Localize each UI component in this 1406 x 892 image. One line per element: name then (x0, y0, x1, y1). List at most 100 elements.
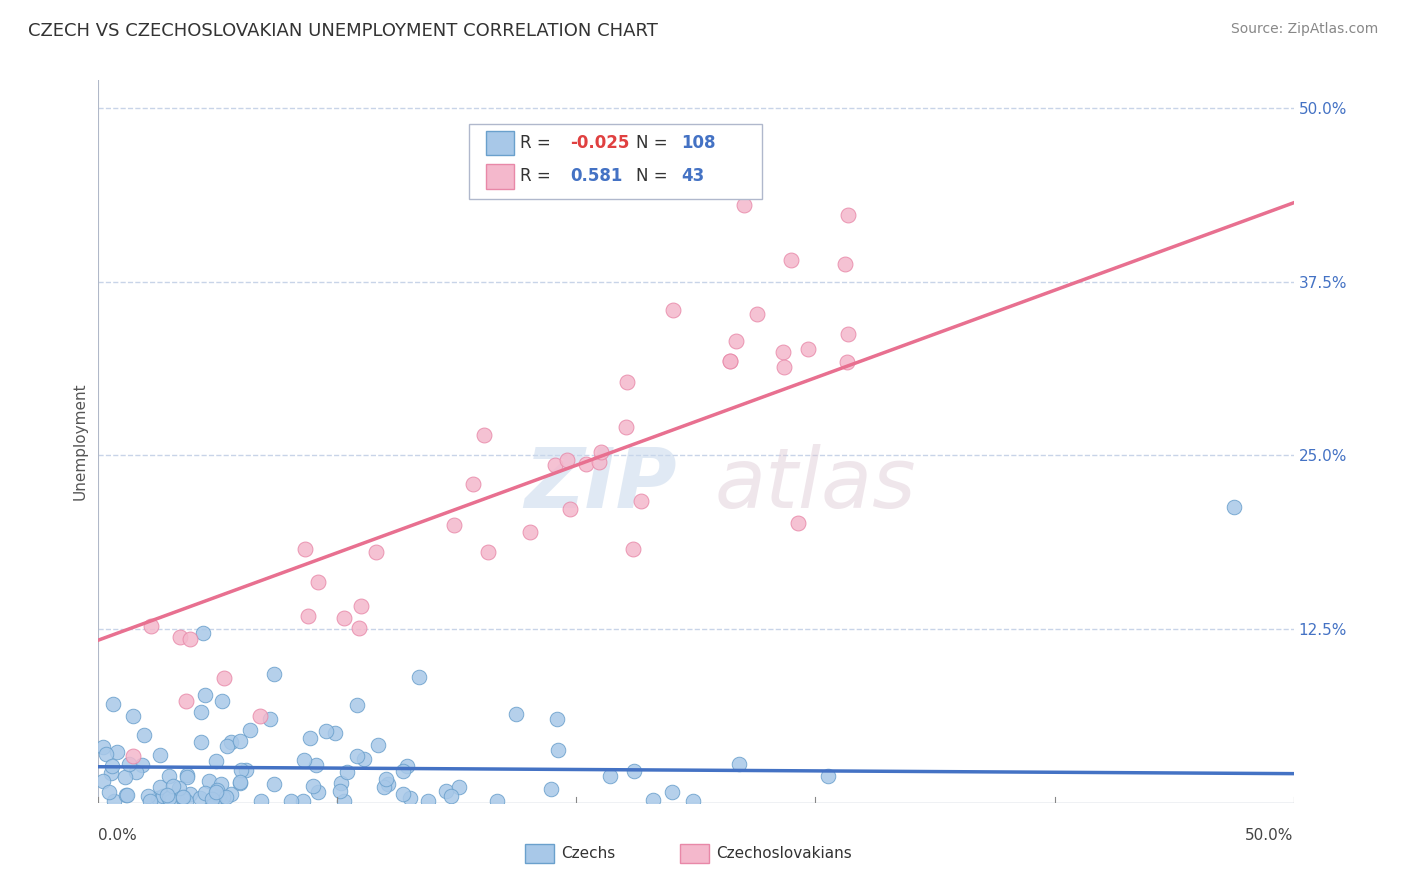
Point (235, 764, 257, 778)
Point (138, 794, 160, 808)
Point (91, 774, 114, 789)
Point (298, 731, 321, 745)
Point (250, 794, 273, 808)
Point (152, 789, 174, 804)
Text: 43: 43 (682, 168, 704, 186)
Point (174, 693, 197, 707)
Point (91, 740, 114, 755)
Point (555, 453, 578, 467)
Point (463, 477, 485, 491)
Point (728, 757, 751, 772)
Point (176, 768, 198, 782)
Point (817, 769, 839, 783)
Text: Czechoslovakians: Czechoslovakians (716, 846, 852, 861)
Point (505, 706, 527, 721)
Text: N =: N = (637, 134, 673, 153)
Point (1223, 500, 1246, 514)
Text: 0.0%: 0.0% (98, 828, 138, 843)
Point (333, 611, 356, 625)
Point (661, 785, 683, 799)
Point (118, 757, 141, 772)
Point (315, 724, 337, 739)
Point (202, 793, 225, 807)
Text: N =: N = (637, 168, 673, 186)
Point (157, 791, 180, 805)
Point (837, 208, 859, 222)
Point (159, 794, 181, 808)
Point (193, 625, 215, 640)
Point (350, 599, 373, 614)
Point (367, 739, 389, 753)
Point (229, 763, 252, 777)
Point (190, 734, 212, 748)
Point (207, 782, 229, 797)
Point (148, 791, 170, 805)
FancyBboxPatch shape (485, 164, 515, 189)
Point (682, 794, 704, 808)
Point (292, 753, 315, 767)
Text: R =: R = (520, 134, 557, 153)
Point (169, 630, 191, 644)
Text: ZIP: ZIP (524, 444, 676, 525)
Point (391, 787, 413, 801)
Point (718, 354, 741, 368)
Point (138, 789, 160, 804)
Point (543, 458, 565, 473)
Point (176, 770, 198, 784)
Point (297, 609, 319, 624)
Text: 0.581: 0.581 (571, 168, 623, 186)
Point (101, 697, 124, 711)
Point (546, 713, 568, 727)
Point (139, 618, 162, 632)
Point (100, 766, 122, 780)
Point (408, 670, 430, 684)
Point (323, 726, 346, 740)
Point (443, 517, 465, 532)
Point (305, 758, 328, 772)
Point (472, 428, 495, 442)
Point (114, 788, 136, 802)
Point (239, 723, 262, 737)
Point (796, 342, 818, 356)
Text: -0.025: -0.025 (571, 134, 630, 153)
Point (346, 749, 368, 764)
FancyBboxPatch shape (470, 124, 762, 200)
Point (599, 769, 621, 783)
Point (392, 764, 415, 778)
Point (294, 542, 316, 557)
Point (575, 458, 598, 472)
Point (630, 494, 652, 508)
Point (259, 712, 281, 726)
Point (353, 752, 375, 766)
Point (588, 455, 610, 469)
Point (280, 794, 302, 808)
Point (208, 789, 231, 804)
Point (725, 334, 748, 348)
Point (205, 755, 228, 769)
Point (125, 764, 148, 779)
Point (211, 789, 233, 804)
Point (211, 694, 233, 708)
Text: CZECH VS CZECHOSLOVAKIAN UNEMPLOYMENT CORRELATION CHART: CZECH VS CZECHOSLOVAKIAN UNEMPLOYMENT CO… (28, 22, 658, 40)
Point (416, 794, 439, 808)
Point (217, 739, 239, 753)
Point (228, 775, 250, 789)
Point (205, 784, 228, 798)
Point (616, 375, 638, 389)
Point (103, 794, 125, 808)
Point (347, 621, 370, 635)
Point (96, 747, 118, 762)
Point (307, 785, 329, 799)
Text: atlas: atlas (714, 444, 917, 525)
FancyBboxPatch shape (681, 844, 709, 863)
Point (156, 788, 179, 802)
Point (449, 780, 471, 795)
Point (292, 794, 315, 808)
Point (745, 307, 768, 321)
Point (249, 709, 271, 723)
Point (834, 256, 856, 270)
Point (134, 728, 156, 742)
Point (190, 705, 212, 719)
Point (780, 253, 803, 268)
Point (373, 780, 395, 794)
